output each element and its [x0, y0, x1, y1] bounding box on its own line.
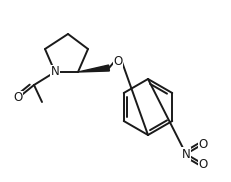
Text: O: O — [198, 137, 207, 151]
Text: O: O — [113, 56, 122, 68]
Text: O: O — [198, 157, 207, 171]
Text: N: N — [181, 147, 190, 161]
Text: O: O — [13, 92, 23, 104]
Text: N: N — [50, 66, 59, 78]
Polygon shape — [78, 65, 109, 72]
